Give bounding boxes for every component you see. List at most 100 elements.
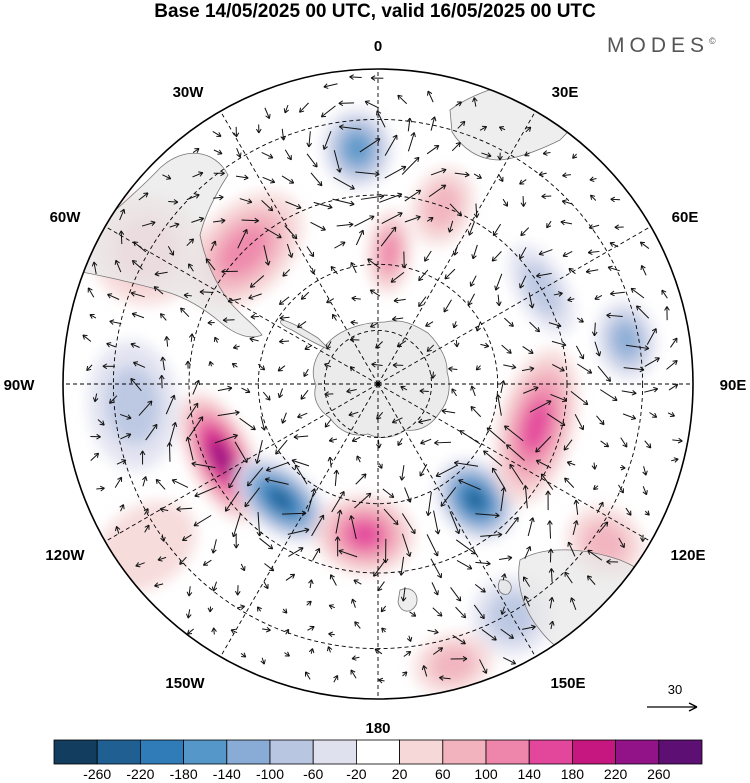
wind-arrow xyxy=(620,437,628,448)
wind-arrow-head xyxy=(538,171,544,177)
wind-arrow-head xyxy=(236,152,242,158)
wind-arrow xyxy=(300,389,309,400)
wind-arrow xyxy=(165,394,175,415)
wind-arrow-head xyxy=(486,427,492,433)
wind-arrow xyxy=(262,176,275,183)
wind-arrow-head xyxy=(231,362,237,368)
wind-arrow xyxy=(217,411,240,417)
wind-arrow xyxy=(390,271,405,283)
wind-arrow-head xyxy=(323,83,329,89)
wind-arrow-head xyxy=(315,547,321,554)
wind-arrow xyxy=(335,509,341,534)
wind-arrow-head xyxy=(454,460,459,466)
wind-arrow-head xyxy=(470,385,476,391)
wind-arrow xyxy=(93,261,97,274)
wind-arrow xyxy=(497,394,502,416)
wind-arrow xyxy=(364,100,379,109)
wind-arrow-head xyxy=(166,174,172,180)
wind-arrow-head xyxy=(351,437,357,443)
wind-arrow xyxy=(550,621,554,630)
anomaly-blob xyxy=(211,442,231,473)
wind-arrow xyxy=(294,464,308,485)
wind-arrow xyxy=(96,487,105,490)
wind-arrow xyxy=(114,476,123,488)
wind-arrow-head xyxy=(351,295,357,302)
wind-arrow-head xyxy=(528,303,535,309)
wind-arrow xyxy=(377,581,385,592)
wind-arrow xyxy=(622,413,636,420)
wind-arrow xyxy=(367,258,381,269)
wind-arrow xyxy=(350,321,358,324)
wind-arrow xyxy=(431,582,439,596)
wind-arrow-head xyxy=(326,646,333,652)
wind-arrow xyxy=(329,438,338,442)
wind-arrow xyxy=(439,677,451,680)
wind-arrow-head xyxy=(424,256,430,262)
colorbar-swatch xyxy=(528,739,573,765)
wind-arrow-head xyxy=(379,193,385,200)
wind-arrow xyxy=(297,412,308,418)
wind-arrow-head xyxy=(644,510,650,516)
wind-arrow xyxy=(356,455,361,463)
wind-arrow xyxy=(606,314,623,318)
wind-arrow xyxy=(609,242,619,248)
wind-arrow xyxy=(353,579,362,585)
wind-arrow xyxy=(348,411,359,416)
wind-arrow xyxy=(618,484,624,494)
wind-arrow xyxy=(427,90,434,103)
wind-arrow xyxy=(286,243,293,258)
wind-arrow-head xyxy=(265,466,271,472)
wind-arrow xyxy=(590,194,597,201)
wind-arrow-head xyxy=(437,647,444,653)
wind-arrow-head xyxy=(448,366,453,372)
wind-arrow xyxy=(434,441,451,444)
wind-arrow-head xyxy=(350,262,356,268)
wind-arrow-head xyxy=(511,364,517,370)
wind-arrow-head xyxy=(390,277,396,283)
wind-arrow xyxy=(536,272,552,277)
wind-arrow xyxy=(162,356,165,371)
wind-arrow-head xyxy=(447,227,454,233)
map-title: Base 14/05/2025 00 UTC, valid 16/05/2025… xyxy=(154,1,596,22)
wind-arrow xyxy=(481,152,492,157)
wind-arrow xyxy=(572,153,577,159)
wind-arrow xyxy=(261,200,274,212)
wind-arrow xyxy=(519,179,527,185)
wind-arrow xyxy=(120,413,132,419)
wind-arrow-head xyxy=(275,449,281,455)
wind-arrow xyxy=(495,273,503,291)
wind-arrow xyxy=(192,380,200,395)
wind-arrow-head xyxy=(333,469,340,475)
wind-arrow xyxy=(349,366,355,372)
wind-arrow xyxy=(89,314,97,319)
lon-label-30w: 30W xyxy=(173,84,205,101)
wind-arrow-head xyxy=(393,520,399,526)
wind-arrow-head xyxy=(587,249,593,256)
wind-arrow-head xyxy=(324,362,330,369)
wind-arrow xyxy=(142,476,147,487)
wind-arrow-head xyxy=(356,455,362,461)
wind-arrow xyxy=(262,628,271,631)
wind-arrow xyxy=(504,425,524,442)
copyright-mark: © xyxy=(709,36,716,46)
wind-arrow xyxy=(472,244,478,259)
colorbar-swatch xyxy=(399,739,444,765)
wind-arrow-head xyxy=(610,290,615,297)
wind-arrow-head xyxy=(92,397,99,403)
wind-arrow xyxy=(382,488,395,498)
wind-arrow-head xyxy=(603,442,610,448)
wind-arrow-head xyxy=(510,659,517,665)
wind-arrow-head xyxy=(286,155,292,161)
wind-arrow-head xyxy=(452,323,458,329)
wind-arrow-head xyxy=(348,411,354,417)
wind-arrow xyxy=(183,294,192,297)
wind-arrow xyxy=(567,541,576,557)
wind-arrow xyxy=(285,573,295,581)
wind-arrow xyxy=(227,298,242,302)
wind-arrow xyxy=(455,101,462,107)
wind-arrow xyxy=(210,240,216,251)
wind-arrow-head xyxy=(585,268,591,275)
wind-arrow-head xyxy=(396,342,402,348)
wind-arrow-head xyxy=(147,400,153,406)
wind-arrow-head xyxy=(304,671,310,677)
